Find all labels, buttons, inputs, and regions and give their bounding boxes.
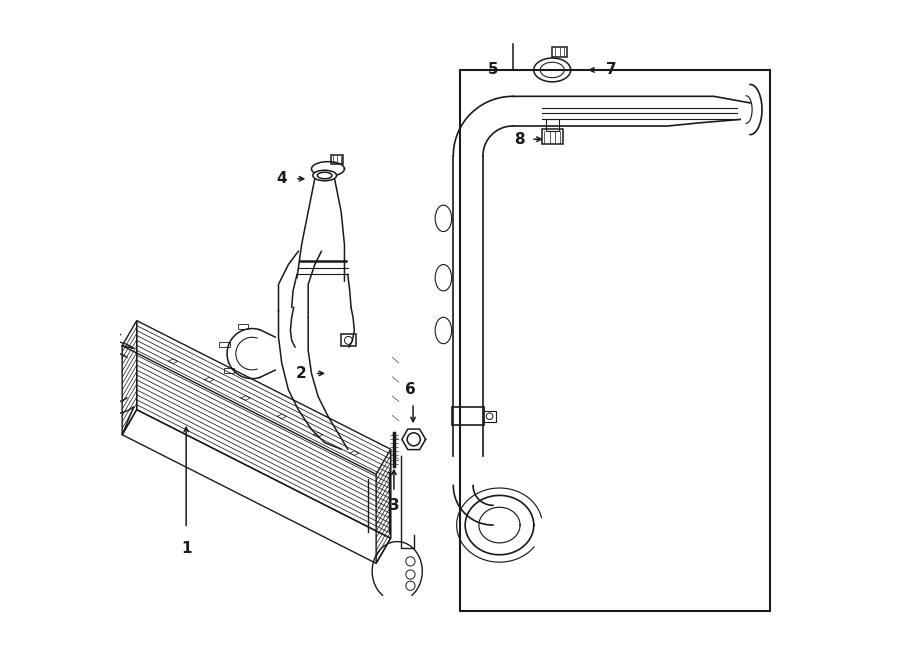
Ellipse shape <box>313 171 337 180</box>
Text: 7: 7 <box>607 62 616 77</box>
Text: 5: 5 <box>488 62 499 77</box>
Text: 6: 6 <box>405 382 416 397</box>
Bar <box>331 155 343 164</box>
Text: 4: 4 <box>276 171 287 186</box>
Bar <box>452 407 484 426</box>
Bar <box>238 323 248 329</box>
Bar <box>223 368 234 373</box>
Bar <box>553 47 567 57</box>
Bar <box>220 342 230 347</box>
Bar <box>546 120 560 132</box>
Text: 8: 8 <box>514 132 525 147</box>
Bar <box>542 130 562 144</box>
Text: 1: 1 <box>181 541 192 556</box>
Text: 3: 3 <box>389 498 400 513</box>
Text: 2: 2 <box>296 366 307 381</box>
Bar <box>341 334 356 346</box>
Bar <box>483 411 496 422</box>
Bar <box>460 70 770 611</box>
